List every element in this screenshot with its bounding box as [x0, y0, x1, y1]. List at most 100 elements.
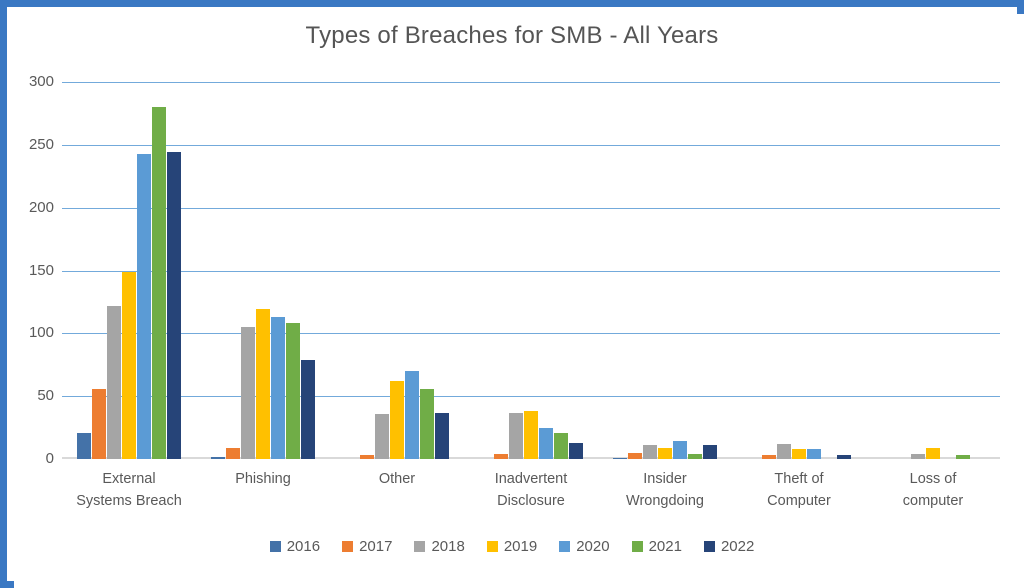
bar-2017[interactable] — [360, 455, 374, 459]
bar-group — [62, 82, 196, 459]
bar-2022[interactable] — [301, 359, 315, 459]
bar-2020[interactable] — [271, 317, 285, 459]
x-axis-label: Other — [315, 468, 479, 490]
bar-group — [732, 82, 866, 459]
legend-item-2021[interactable]: 2021 — [631, 538, 682, 555]
legend-swatch-icon — [703, 541, 715, 552]
bar-2022[interactable] — [569, 442, 583, 459]
legend-label: 2020 — [576, 538, 610, 555]
bar-2018[interactable] — [643, 445, 657, 459]
y-axis-tick-label: 200 — [28, 198, 54, 216]
gridline-150 — [62, 270, 1000, 272]
bar-group — [464, 82, 598, 459]
x-axis-label: Insider Wrongdoing — [583, 468, 747, 512]
x-axis-label-line: Disclosure — [497, 493, 565, 509]
y-axis-tick-label: 150 — [28, 261, 54, 279]
slide-frame-inner — [14, 14, 1024, 588]
bar-group — [196, 82, 330, 459]
legend-label: 2016 — [286, 538, 321, 555]
legend-label: 2022 — [720, 538, 755, 555]
x-axis-label: Inadvertent Disclosure — [449, 468, 613, 512]
bar-2016[interactable] — [77, 432, 91, 459]
bar-2019[interactable] — [390, 381, 404, 459]
x-axis-label-line: Computer — [767, 493, 831, 509]
bar-2020[interactable] — [673, 441, 687, 459]
bar-2021[interactable] — [152, 107, 166, 459]
legend-swatch-icon — [342, 541, 354, 552]
x-axis-label-line: Systems Breach — [76, 493, 182, 509]
legend-label: 2021 — [648, 538, 682, 555]
x-axis-label-line: computer — [902, 493, 964, 509]
bar-2022[interactable] — [167, 152, 181, 459]
legend-swatch-icon — [559, 541, 571, 552]
bar-2018[interactable] — [911, 453, 925, 459]
bar-2019[interactable] — [658, 447, 672, 459]
bar-2020[interactable] — [405, 371, 419, 459]
chart-title: Types of Breaches for SMB - All Years — [305, 22, 719, 49]
gridline-250 — [62, 144, 1000, 146]
legend-swatch-icon — [631, 541, 643, 552]
bar-2022[interactable] — [435, 412, 449, 459]
legend-swatch-icon — [414, 541, 426, 552]
bar-2021[interactable] — [420, 388, 434, 459]
bar-2021[interactable] — [286, 323, 300, 459]
bar-2018[interactable] — [375, 413, 389, 459]
plot-area — [62, 82, 1000, 459]
bar-2018[interactable] — [509, 412, 523, 459]
bar-2017[interactable] — [92, 388, 106, 459]
bar-2021[interactable] — [956, 455, 970, 459]
bar-2018[interactable] — [107, 305, 121, 459]
bar-group — [598, 82, 732, 459]
bar-2019[interactable] — [256, 309, 270, 459]
x-axis-label-line: Loss of — [909, 471, 957, 487]
bar-2016[interactable] — [613, 457, 627, 459]
x-axis-label: Theft of Computer — [717, 468, 881, 512]
x-axis-label-line: Insider — [643, 471, 687, 487]
bar-group — [866, 82, 1000, 459]
x-axis-label: Phishing — [181, 468, 345, 490]
x-axis-label-line: External — [102, 471, 156, 487]
legend-swatch-icon — [486, 541, 498, 552]
x-axis-label-line: Inadvertent — [494, 471, 568, 487]
chart-legend: 2016 2017 2018 2019 2020 2021 2022 — [0, 538, 1024, 555]
y-axis-tick-label: 50 — [37, 387, 54, 405]
y-axis-tick-label: 250 — [28, 135, 54, 153]
bar-2022[interactable] — [837, 455, 851, 459]
bar-2020[interactable] — [137, 153, 151, 459]
bar-2019[interactable] — [122, 271, 136, 459]
x-axis-category-labels: External Systems Breach Phishing Other Inadv… — [62, 468, 1000, 522]
legend-item-2016[interactable]: 2016 — [269, 538, 321, 555]
x-axis-label-line: Phishing — [235, 471, 291, 487]
bar-2019[interactable] — [926, 447, 940, 459]
bar-2018[interactable] — [241, 327, 255, 459]
bar-2018[interactable] — [777, 443, 791, 459]
y-axis-tick-label: 0 — [45, 450, 54, 467]
legend-label: 2017 — [359, 538, 393, 555]
bar-2021[interactable] — [554, 432, 568, 459]
bar-2021[interactable] — [688, 453, 702, 459]
bar-2022[interactable] — [703, 445, 717, 459]
bar-2017[interactable] — [494, 453, 508, 459]
legend-label: 2018 — [431, 538, 465, 555]
legend-swatch-icon — [269, 541, 281, 552]
y-axis-tick-label: 100 — [28, 324, 54, 342]
legend-item-2019[interactable]: 2019 — [486, 538, 537, 555]
gridline-200 — [62, 207, 1000, 209]
bar-2016[interactable] — [211, 456, 225, 459]
bar-2017[interactable] — [628, 452, 642, 459]
bar-2017[interactable] — [226, 447, 240, 459]
x-axis-label-line: Other — [378, 471, 416, 487]
bar-2019[interactable] — [524, 411, 538, 459]
bar-2017[interactable] — [762, 455, 776, 459]
legend-item-2018[interactable]: 2018 — [414, 538, 465, 555]
legend-item-2022[interactable]: 2022 — [703, 538, 755, 555]
legend-item-2020[interactable]: 2020 — [559, 538, 610, 555]
bar-2020[interactable] — [539, 427, 553, 459]
bar-2019[interactable] — [792, 448, 806, 459]
legend-item-2017[interactable]: 2017 — [342, 538, 392, 555]
x-axis-label: External Systems Breach — [47, 468, 211, 512]
y-axis-tick-label: 300 — [28, 73, 54, 90]
bar-2020[interactable] — [807, 448, 821, 459]
